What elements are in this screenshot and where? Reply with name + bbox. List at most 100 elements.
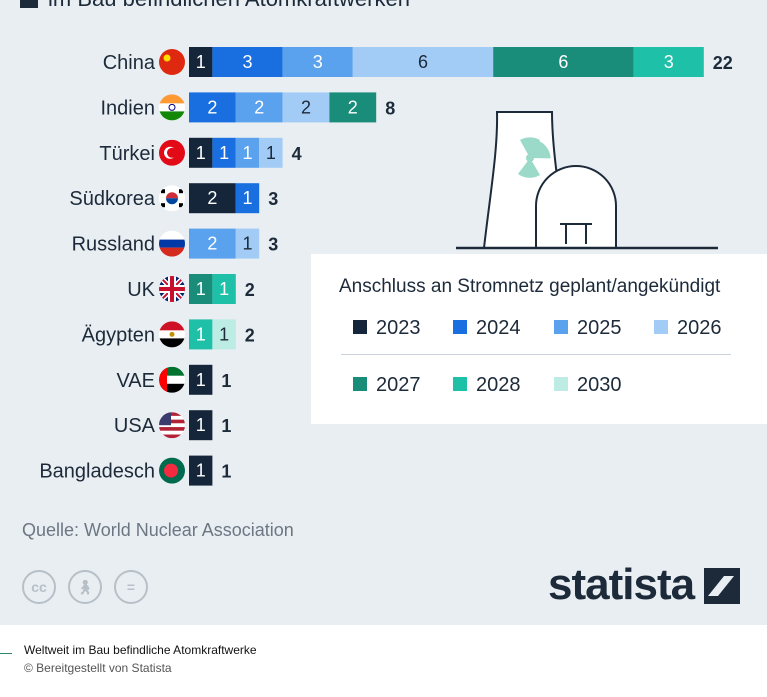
total-label: 3 <box>268 235 278 255</box>
data-label: 2 <box>207 234 217 254</box>
source-note: Quelle: World Nuclear Association <box>22 520 294 540</box>
category-label: China <box>103 52 156 74</box>
bar-segment <box>235 92 283 123</box>
legend-item-2023: 2023 <box>353 317 421 340</box>
data-label: 1 <box>266 143 276 163</box>
data-label: 3 <box>242 52 252 72</box>
category-label: Südkorea <box>69 188 155 210</box>
statista-logo-mark-icon <box>704 568 740 604</box>
data-label: 1 <box>196 415 206 435</box>
bar-segment <box>189 319 213 350</box>
category-label: Türkei <box>99 143 155 165</box>
uae-flag-icon <box>159 366 185 393</box>
total-label: 2 <box>245 280 255 300</box>
data-label: 1 <box>219 143 229 163</box>
bar-segment <box>235 183 260 214</box>
footer-credit: © Bereitgestellt von Statista <box>24 661 172 675</box>
bar-segment <box>212 47 283 77</box>
usa-flag-icon <box>159 412 185 439</box>
data-label: 1 <box>196 52 206 72</box>
nuclear-plant-icon <box>456 111 718 250</box>
bar-segment <box>329 92 377 123</box>
bar-segment <box>189 92 236 123</box>
bar-segment <box>633 47 704 77</box>
data-label: 6 <box>558 52 568 72</box>
bar-segment <box>189 228 236 259</box>
bar-segment <box>235 228 260 259</box>
no-derivatives-icon[interactable]: = <box>114 570 148 604</box>
footer-title: Weltweit im Bau befindliche Atomkraftwer… <box>24 643 257 657</box>
cc-icon[interactable]: cc <box>22 570 56 604</box>
data-label: 1 <box>242 188 252 208</box>
data-label: 6 <box>418 52 428 72</box>
bar-segment <box>282 92 330 123</box>
chart-title: im Bau befindlichen Atomkraftwerken <box>20 0 410 12</box>
south-korea-flag-icon <box>159 185 185 212</box>
total-label: 8 <box>385 98 395 118</box>
infographic-card: im Bau befindlichen Atomkraftwerken Chin… <box>0 0 767 625</box>
data-label: 2 <box>207 188 217 208</box>
bar-segment <box>189 455 213 486</box>
data-label: 1 <box>196 324 206 344</box>
bar-segment <box>235 137 260 168</box>
legend-label-2023: 2023 <box>376 317 421 339</box>
legend-label-2030: 2030 <box>577 374 622 396</box>
bar-segment <box>282 47 353 77</box>
category-label: Russland <box>72 234 155 256</box>
data-label: 2 <box>348 97 358 117</box>
bar-segment <box>212 319 236 350</box>
bar-segment <box>189 274 213 304</box>
legend-label-2025: 2025 <box>577 317 622 339</box>
china-flag-icon <box>159 49 185 75</box>
legend-item-2024: 2024 <box>453 317 521 340</box>
bar-segment <box>259 137 283 168</box>
legend-divider <box>341 354 731 355</box>
total-label: 1 <box>221 371 231 391</box>
legend-label-2024: 2024 <box>476 317 521 339</box>
legend-swatch-2027 <box>353 377 367 391</box>
chart-title-text: im Bau befindlichen Atomkraftwerken <box>48 0 410 11</box>
title-marker <box>20 0 38 8</box>
egypt-flag-icon <box>159 321 185 348</box>
bangladesh-flag-icon <box>159 457 185 484</box>
bar-segment <box>212 137 236 168</box>
legend: Anschluss an Stromnetz geplant/angekündi… <box>311 254 767 424</box>
total-label: 22 <box>713 53 733 73</box>
turkey-flag-icon <box>159 139 185 166</box>
legend-item-2030: 2030 <box>554 374 622 397</box>
legend-swatch-2025 <box>554 320 568 334</box>
data-label: 2 <box>301 97 311 117</box>
data-label: 3 <box>313 52 323 72</box>
statista-logo[interactable]: statista <box>548 560 695 609</box>
data-label: 2 <box>207 97 217 117</box>
data-label: 1 <box>196 279 206 299</box>
total-label: 1 <box>221 416 231 436</box>
data-label: 3 <box>664 52 674 72</box>
bar-segment <box>212 274 236 304</box>
uk-flag-icon <box>159 276 185 302</box>
legend-item-2025: 2025 <box>554 317 622 340</box>
category-label: Indien <box>101 97 156 119</box>
data-label: 1 <box>196 143 206 163</box>
legend-label-2026: 2026 <box>677 317 722 339</box>
legend-item-2027: 2027 <box>353 374 421 397</box>
total-label: 3 <box>268 189 278 209</box>
legend-swatch-2026 <box>654 320 668 334</box>
category-label: Ägypten <box>82 324 155 346</box>
data-label: 1 <box>196 370 206 390</box>
legend-item-2026: 2026 <box>654 317 722 340</box>
bar-segment <box>189 47 213 77</box>
category-label: UK <box>127 279 155 301</box>
data-label: 1 <box>242 143 252 163</box>
russia-flag-icon <box>159 230 185 257</box>
legend-swatch-2023 <box>353 320 367 334</box>
legend-item-2028: 2028 <box>453 374 521 397</box>
india-flag-icon <box>159 94 185 121</box>
data-label: 1 <box>219 279 229 299</box>
attribution-icon[interactable]: 🚶︎ <box>68 570 102 604</box>
category-label: VAE <box>116 370 155 392</box>
legend-title: Anschluss an Stromnetz geplant/angekündi… <box>339 276 721 297</box>
legend-label-2028: 2028 <box>476 374 521 396</box>
